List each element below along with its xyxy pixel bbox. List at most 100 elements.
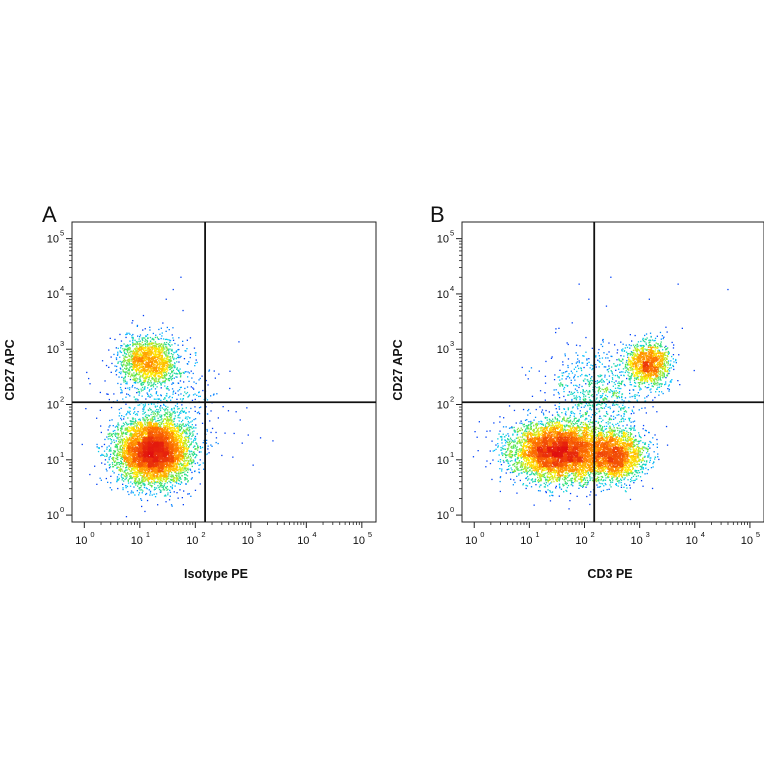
event-dot <box>144 342 146 345</box>
event-dot <box>141 438 143 441</box>
event-dot <box>169 428 171 430</box>
event-dot <box>116 446 118 448</box>
event-dot <box>114 460 117 462</box>
event-dot <box>120 430 122 432</box>
event-dot <box>125 436 127 438</box>
event-dot <box>127 461 130 464</box>
event-dot <box>135 480 137 483</box>
event-dot <box>170 360 172 362</box>
event-dot <box>169 413 171 415</box>
event-dot <box>165 298 167 300</box>
event-dot <box>174 405 177 407</box>
event-dot <box>141 353 143 355</box>
event-dot <box>136 424 138 427</box>
event-dot <box>114 429 116 432</box>
event-dot <box>142 352 144 354</box>
event-dot <box>134 444 136 446</box>
event-dot <box>165 395 167 397</box>
event-dot <box>184 464 186 467</box>
event-dot <box>171 383 173 385</box>
event-dot <box>174 438 176 440</box>
event-dot <box>121 427 123 429</box>
event-dot <box>185 445 187 448</box>
event-dot <box>125 451 127 453</box>
event-dot <box>147 375 149 377</box>
event-dot <box>141 348 143 350</box>
event-dot <box>156 424 158 426</box>
event-dot <box>120 351 123 354</box>
event-dot <box>126 363 128 365</box>
event-dot <box>187 455 189 457</box>
event-dot <box>162 475 164 477</box>
event-dot <box>182 466 184 468</box>
event-dot <box>148 482 150 484</box>
event-dot <box>104 438 106 441</box>
event-dot <box>171 334 173 336</box>
event-dot <box>131 358 133 361</box>
event-dot <box>152 384 154 386</box>
event-dot <box>146 358 148 361</box>
event-dot <box>164 476 166 478</box>
event-dot <box>128 463 130 465</box>
event-dot <box>122 466 124 468</box>
event-dot <box>150 385 152 387</box>
event-dot <box>168 438 170 440</box>
event-dot <box>162 420 164 422</box>
event-dot <box>173 458 175 460</box>
event-dot <box>171 357 174 359</box>
event-dot <box>208 370 210 372</box>
event-dot <box>166 348 169 350</box>
event-dot <box>186 339 188 341</box>
event-dot <box>119 467 121 469</box>
event-dot <box>170 379 173 381</box>
event-dot <box>122 364 124 367</box>
event-dot <box>110 449 112 451</box>
event-dot <box>153 368 155 370</box>
event-dot <box>123 371 125 373</box>
event-dot <box>177 449 179 451</box>
event-dot <box>184 387 186 390</box>
event-dot <box>172 411 174 413</box>
event-dot <box>194 362 197 364</box>
event-dot <box>99 391 101 394</box>
event-dot <box>149 494 151 496</box>
event-dot <box>133 426 135 428</box>
event-dot <box>162 431 164 433</box>
event-dot <box>170 350 173 352</box>
event-dot <box>135 466 137 468</box>
event-dot <box>175 471 177 473</box>
event-dot <box>196 412 199 414</box>
event-dot <box>175 457 177 459</box>
event-dot <box>144 467 146 469</box>
event-dot <box>180 437 182 439</box>
event-dot <box>89 473 91 476</box>
event-dot <box>185 442 187 444</box>
event-dot <box>186 386 189 388</box>
event-dot <box>199 377 201 380</box>
event-dot <box>171 475 173 477</box>
event-dot <box>163 403 165 405</box>
event-dot <box>131 483 134 485</box>
event-dot <box>147 365 149 368</box>
event-dot <box>159 365 161 367</box>
event-dot <box>171 486 173 488</box>
event-dot <box>129 387 131 389</box>
event-dot <box>166 478 169 480</box>
event-dot <box>117 362 119 364</box>
event-dot <box>161 369 164 371</box>
event-dot <box>147 371 149 373</box>
event-dot <box>128 438 130 440</box>
event-dot <box>178 448 180 450</box>
event-dot <box>154 350 156 353</box>
event-dot <box>104 463 106 465</box>
event-dot <box>96 443 98 446</box>
event-dot <box>168 432 171 434</box>
event-dot <box>177 469 179 472</box>
event-dot <box>160 351 163 353</box>
event-dot <box>143 388 145 390</box>
event-dot <box>130 490 133 492</box>
event-dot <box>151 351 153 353</box>
event-dot <box>138 479 140 481</box>
event-dot <box>166 476 168 478</box>
event-dot <box>144 371 146 374</box>
